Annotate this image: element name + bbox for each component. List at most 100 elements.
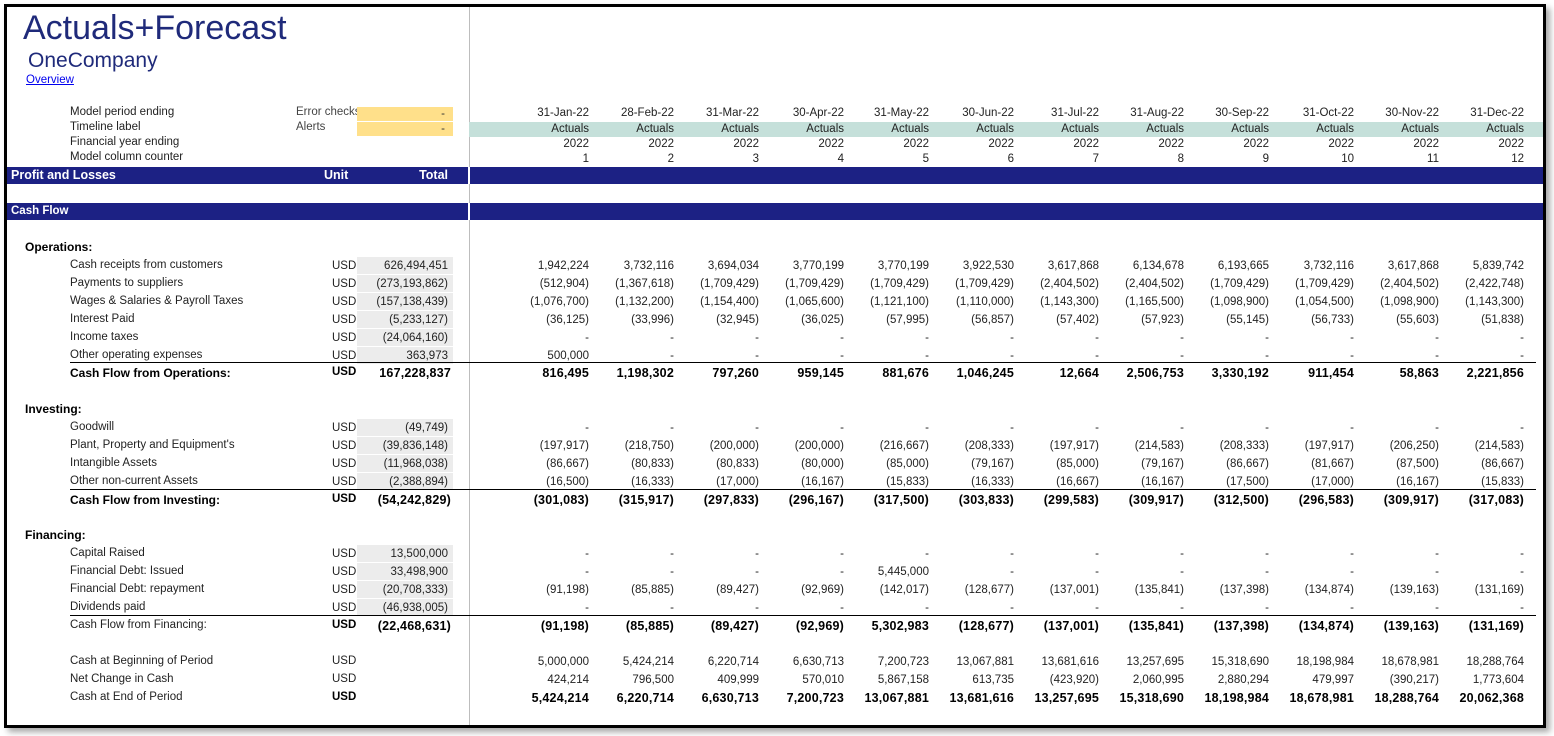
table-cell: (1,709,429) bbox=[700, 278, 759, 290]
table-cell: (1,143,300) bbox=[1040, 296, 1099, 308]
table-cell: Actuals bbox=[1146, 123, 1184, 135]
overview-link[interactable]: Overview bbox=[26, 74, 74, 86]
table-cell: (16,333) bbox=[971, 476, 1014, 488]
table-cell: 5,424,214 bbox=[531, 691, 589, 705]
table-cell: 7,200,723 bbox=[786, 691, 844, 705]
total-cell: 167,228,837 bbox=[379, 366, 451, 380]
table-cell: - bbox=[1180, 350, 1184, 362]
table-cell: 12,664 bbox=[1059, 366, 1099, 380]
unit-cell: USD bbox=[332, 278, 357, 290]
table-cell: (92,969) bbox=[795, 619, 844, 633]
table-cell: (301,083) bbox=[533, 493, 589, 507]
table-cell: (2,404,502) bbox=[1125, 278, 1184, 290]
table-cell: (80,833) bbox=[716, 458, 759, 470]
table-cell: 424,214 bbox=[547, 674, 589, 686]
row-label: Intangible Assets bbox=[70, 457, 157, 469]
table-cell: (131,169) bbox=[1468, 619, 1524, 633]
table-cell: 2 bbox=[667, 153, 674, 165]
table-cell: 1,942,224 bbox=[537, 260, 589, 272]
table-cell: - bbox=[1350, 422, 1354, 434]
unit-cell: USD bbox=[332, 619, 357, 631]
table-cell: 20,062,368 bbox=[1459, 691, 1524, 705]
check-value: - bbox=[357, 122, 453, 136]
unit-cell: USD bbox=[332, 691, 357, 703]
summary-label: Cash at End of Period bbox=[70, 691, 183, 703]
unit-cell: USD bbox=[332, 548, 357, 560]
table-cell: 2,880,294 bbox=[1217, 674, 1269, 686]
table-cell: 30-Apr-22 bbox=[792, 107, 844, 119]
table-cell: (134,874) bbox=[1298, 619, 1354, 633]
table-cell: - bbox=[1180, 548, 1184, 560]
table-cell: 1 bbox=[582, 153, 589, 165]
row-label: Wages & Salaries & Payroll Taxes bbox=[70, 295, 244, 307]
table-cell: (197,917) bbox=[539, 440, 589, 452]
table-cell: (79,167) bbox=[971, 458, 1014, 470]
table-cell: 18,678,981 bbox=[1289, 691, 1354, 705]
table-cell: 10 bbox=[1341, 153, 1354, 165]
page-title: Actuals+Forecast bbox=[23, 9, 287, 47]
table-cell: (214,583) bbox=[1134, 440, 1184, 452]
table-cell: (1,110,000) bbox=[956, 296, 1014, 308]
table-cell: - bbox=[1265, 602, 1269, 614]
table-cell: - bbox=[1010, 350, 1014, 362]
total-cell-bg bbox=[357, 455, 453, 472]
table-cell: - bbox=[925, 422, 929, 434]
row-label: Other operating expenses bbox=[70, 349, 203, 361]
table-cell: - bbox=[1095, 602, 1099, 614]
table-cell: - bbox=[925, 602, 929, 614]
table-cell: - bbox=[1010, 566, 1014, 578]
table-cell: (2,404,502) bbox=[1040, 278, 1099, 290]
table-cell: (89,427) bbox=[710, 619, 759, 633]
table-cell: 31-Dec-22 bbox=[1470, 107, 1524, 119]
table-cell: - bbox=[840, 548, 844, 560]
table-cell: 4 bbox=[837, 153, 844, 165]
total-cell: (5,233,127) bbox=[389, 314, 448, 326]
table-cell: Actuals bbox=[721, 123, 759, 135]
table-cell: (17,000) bbox=[1311, 476, 1354, 488]
section-band-pl bbox=[7, 167, 1543, 184]
table-cell: (200,000) bbox=[794, 440, 844, 452]
table-cell: 2022 bbox=[733, 138, 759, 150]
table-cell: - bbox=[1520, 548, 1524, 560]
table-cell: (218,750) bbox=[624, 440, 674, 452]
table-cell: (57,995) bbox=[886, 314, 929, 326]
total-cell-bg bbox=[357, 563, 453, 580]
table-cell: - bbox=[670, 602, 674, 614]
table-cell: 6,220,714 bbox=[707, 656, 759, 668]
table-cell: 2022 bbox=[1413, 138, 1439, 150]
table-cell: (128,677) bbox=[964, 584, 1014, 596]
table-cell: 2022 bbox=[903, 138, 929, 150]
table-cell: Actuals bbox=[636, 123, 674, 135]
table-cell: - bbox=[840, 422, 844, 434]
table-cell: 5,424,214 bbox=[622, 656, 674, 668]
table-cell: Actuals bbox=[806, 123, 844, 135]
table-cell: 2022 bbox=[1328, 138, 1354, 150]
table-cell: 30-Nov-22 bbox=[1385, 107, 1439, 119]
table-cell: 6,630,713 bbox=[701, 691, 759, 705]
table-cell: (296,167) bbox=[788, 493, 844, 507]
table-cell: 2022 bbox=[988, 138, 1014, 150]
table-cell: (85,885) bbox=[625, 619, 674, 633]
table-cell: (86,667) bbox=[546, 458, 589, 470]
table-cell: 500,000 bbox=[547, 350, 589, 362]
table-cell: 13,681,616 bbox=[949, 691, 1014, 705]
table-cell: (33,996) bbox=[631, 314, 674, 326]
table-cell: (423,920) bbox=[1049, 674, 1099, 686]
table-cell: (317,083) bbox=[1468, 493, 1524, 507]
row-label: Plant, Property and Equipment's bbox=[70, 439, 235, 451]
row-label: Goodwill bbox=[70, 421, 115, 433]
table-cell: (1,367,618) bbox=[615, 278, 674, 290]
table-cell: 5,000,000 bbox=[537, 656, 589, 668]
unit-cell: USD bbox=[332, 314, 357, 326]
table-cell: (17,000) bbox=[716, 476, 759, 488]
table-cell: 13,681,616 bbox=[1041, 656, 1099, 668]
table-cell: 2022 bbox=[1073, 138, 1099, 150]
total-cell: 33,498,900 bbox=[390, 566, 448, 578]
table-cell: 7 bbox=[1092, 153, 1099, 165]
table-cell: Actuals bbox=[1401, 123, 1439, 135]
table-cell: 613,735 bbox=[972, 674, 1014, 686]
table-cell: (315,917) bbox=[618, 493, 674, 507]
table-cell: (197,917) bbox=[1304, 440, 1354, 452]
table-cell: (299,583) bbox=[1043, 493, 1099, 507]
table-cell: (1,165,500) bbox=[1125, 296, 1184, 308]
